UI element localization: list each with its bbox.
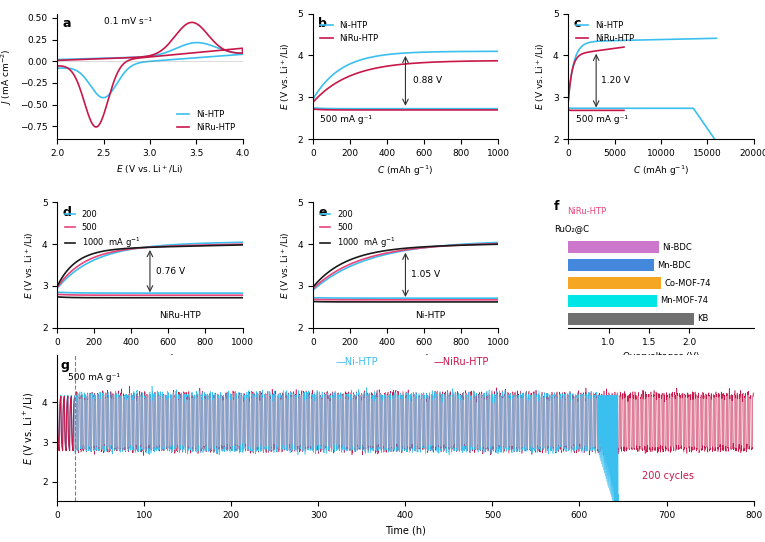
Bar [528,205,565,217]
Bar [528,259,654,271]
Legend: Ni-HTP, NiRu-HTP: Ni-HTP, NiRu-HTP [174,106,239,135]
X-axis label: Time (h): Time (h) [385,526,426,535]
Text: 0.88 V: 0.88 V [413,76,442,85]
Bar [528,277,661,289]
X-axis label: $C$ (mAh g$^{-1}$): $C$ (mAh g$^{-1}$) [377,352,434,366]
Text: —NiRu-HTP: —NiRu-HTP [433,357,489,367]
Text: Co-MOF-74: Co-MOF-74 [664,279,711,287]
Text: Ni-BDC: Ni-BDC [662,243,692,251]
Legend: 200, 500, 1000  mA g$^{-1}$: 200, 500, 1000 mA g$^{-1}$ [61,207,144,254]
Text: Ni-HTP: Ni-HTP [415,311,444,320]
X-axis label: $C$ (mAh g$^{-1}$): $C$ (mAh g$^{-1}$) [122,352,178,366]
Y-axis label: $E$ (V vs. Li$^+$/Li): $E$ (V vs. Li$^+$/Li) [24,231,37,299]
Text: Mn-BDC: Mn-BDC [657,261,691,269]
Legend: 200, 500, 1000  mA g$^{-1}$: 200, 500, 1000 mA g$^{-1}$ [317,207,399,254]
Y-axis label: $E$ (V vs. Li$^+$/Li): $E$ (V vs. Li$^+$/Li) [279,43,292,110]
Text: 500 mA g⁻¹: 500 mA g⁻¹ [321,115,373,124]
Text: 0.1 mV s⁻¹: 0.1 mV s⁻¹ [104,17,151,27]
Text: 0.76 V: 0.76 V [155,267,184,276]
X-axis label: $E$ (V vs. Li$^+$/Li): $E$ (V vs. Li$^+$/Li) [116,164,184,176]
X-axis label: $C$ (mAh g$^{-1}$): $C$ (mAh g$^{-1}$) [633,164,689,178]
X-axis label: $C$ (mAh g$^{-1}$): $C$ (mAh g$^{-1}$) [377,164,434,178]
Text: KB: KB [697,314,708,324]
Y-axis label: $E$ (V vs. Li$^+$/Li): $E$ (V vs. Li$^+$/Li) [535,43,547,110]
Text: 1.20 V: 1.20 V [601,76,630,85]
Text: d: d [63,206,72,219]
Text: a: a [63,17,71,30]
Text: e: e [318,206,327,219]
Legend: Ni-HTP, NiRu-HTP: Ni-HTP, NiRu-HTP [572,18,637,47]
Legend: Ni-HTP, NiRu-HTP: Ni-HTP, NiRu-HTP [317,18,382,47]
X-axis label: Overvoltages (V): Overvoltages (V) [623,352,699,361]
Bar [528,241,659,253]
Text: c: c [574,17,581,30]
Y-axis label: $J$ (mA cm$^{-2}$): $J$ (mA cm$^{-2}$) [0,48,15,105]
Text: RuO₂@C: RuO₂@C [554,224,589,234]
Text: 200 cycles: 200 cycles [642,472,694,481]
Bar [528,313,694,325]
Text: 1.05 V: 1.05 V [411,270,440,279]
Text: g: g [61,359,70,372]
Text: —Ni-HTP: —Ni-HTP [336,357,379,367]
Text: NiRu-HTP: NiRu-HTP [568,207,607,216]
Y-axis label: $E$ (V vs. Li$^+$/Li): $E$ (V vs. Li$^+$/Li) [279,231,292,299]
Y-axis label: $E$ (V vs. Li$^+$/Li): $E$ (V vs. Li$^+$/Li) [22,392,37,464]
Bar [528,223,551,235]
Text: 500 mA g⁻¹: 500 mA g⁻¹ [576,115,628,124]
Text: NiRu-HTP: NiRu-HTP [159,311,201,320]
Text: f: f [554,199,559,212]
Bar [528,295,657,307]
Text: b: b [318,17,327,30]
Text: Mn-MOF-74: Mn-MOF-74 [660,296,708,306]
Text: 500 mA g⁻¹: 500 mA g⁻¹ [68,372,120,382]
